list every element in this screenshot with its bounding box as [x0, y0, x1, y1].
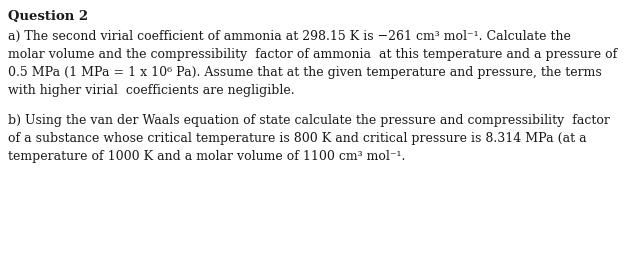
- Text: molar volume and the compressibility  factor of ammonia  at this temperature and: molar volume and the compressibility fac…: [8, 48, 617, 61]
- Text: b) Using the van der Waals equation of state calculate the pressure and compress: b) Using the van der Waals equation of s…: [8, 114, 610, 127]
- Text: Question 2: Question 2: [8, 10, 88, 23]
- Text: of a substance whose critical temperature is 800 K and critical pressure is 8.31: of a substance whose critical temperatur…: [8, 132, 586, 145]
- Text: 0.5 MPa (1 MPa = 1 x 10⁶ Pa). Assume that at the given temperature and pressure,: 0.5 MPa (1 MPa = 1 x 10⁶ Pa). Assume tha…: [8, 66, 601, 79]
- Text: a) The second virial coefficient of ammonia at 298.15 K is −261 cm³ mol⁻¹. Calcu: a) The second virial coefficient of ammo…: [8, 30, 570, 43]
- Text: with higher virial  coefficients are negligible.: with higher virial coefficients are negl…: [8, 84, 294, 97]
- Text: temperature of 1000 K and a molar volume of 1100 cm³ mol⁻¹.: temperature of 1000 K and a molar volume…: [8, 150, 405, 163]
